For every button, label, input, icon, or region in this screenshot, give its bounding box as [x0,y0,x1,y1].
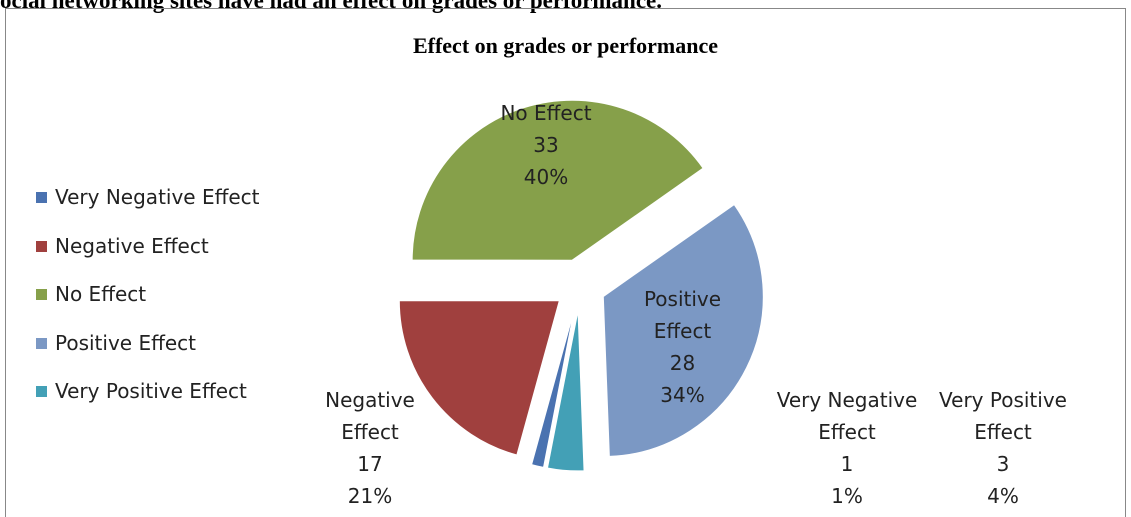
pie-slice [530,310,575,468]
legend-entry: Positive Effect [36,331,196,355]
legend-label: Positive Effect [55,330,197,355]
slice-value-label: 1 [840,452,854,476]
pie-slice [398,300,560,456]
legend-entry: Negative Effect [36,234,209,258]
legend-entry: Very Negative Effect [36,185,260,209]
pie-slice [411,99,704,261]
legend-label: Very Positive Effect [55,379,247,403]
slice-category-label: No Effect [500,101,592,125]
slice-category-label: Very Negative Effect [776,388,918,444]
legend-entry: Very Positive Effect [36,379,247,403]
data-label: Positive Effect 28 34% [620,283,745,411]
slice-value-label: 17 [357,452,383,476]
legend-swatch [36,337,47,349]
slice-percent-label: 21% [347,484,393,508]
slice-value-label: 33 [533,133,559,157]
pie-slice [602,203,764,457]
legend-swatch [36,240,47,252]
legend-label: Negative Effect [55,233,209,258]
heading: ocial networking sites have had an effec… [0,0,663,13]
slice-percent-label: 4% [987,484,1019,508]
data-label: Very Negative Effect 1 1% [772,384,922,512]
slice-value-label: 3 [996,452,1010,476]
slice-category-label: Positive Effect [643,287,722,343]
data-label: Negative Effect 17 21% [300,384,440,512]
legend-entry: No Effect [36,282,146,306]
legend-swatch [36,386,47,397]
legend-label: Very Negative Effect [55,185,260,209]
chart-title: Effect on grades or performance [412,33,719,58]
data-label: Very Positive Effect 3 4% [928,384,1078,512]
data-label: No Effect 33 40% [471,97,621,193]
slice-percent-label: 1% [831,484,863,508]
pie-slice [546,310,585,472]
legend-label: No Effect [55,282,147,306]
slice-value-label: 28 [669,351,696,375]
slice-category-label: Negative Effect [325,388,415,444]
slice-category-label: Very Positive Effect [939,388,1067,444]
legend-swatch [36,289,47,300]
slice-percent-label: 40% [523,165,569,189]
slice-percent-label: 34% [660,383,705,407]
chart-frame [5,8,1126,517]
legend-swatch [36,192,47,203]
